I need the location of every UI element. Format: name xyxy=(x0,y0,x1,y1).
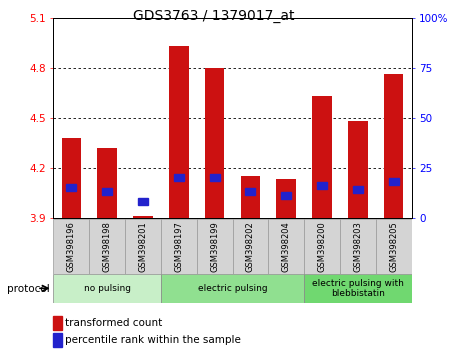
Bar xyxy=(389,178,399,185)
Text: GSM398204: GSM398204 xyxy=(282,221,291,272)
Bar xyxy=(161,219,197,274)
Text: electric pulsing with
blebbistatin: electric pulsing with blebbistatin xyxy=(312,279,404,298)
Bar xyxy=(276,179,296,218)
Bar xyxy=(138,198,148,205)
Bar xyxy=(174,174,184,182)
Bar xyxy=(53,274,161,303)
Text: GSM398198: GSM398198 xyxy=(103,221,112,272)
Text: GSM398199: GSM398199 xyxy=(210,221,219,272)
Text: GSM398202: GSM398202 xyxy=(246,221,255,272)
Bar xyxy=(125,219,161,274)
Text: GSM398203: GSM398203 xyxy=(353,221,362,272)
Bar xyxy=(197,219,232,274)
Bar xyxy=(161,274,304,303)
Bar xyxy=(240,176,260,218)
Text: GSM398201: GSM398201 xyxy=(139,221,147,272)
Text: percentile rank within the sample: percentile rank within the sample xyxy=(65,335,241,345)
Bar xyxy=(169,46,189,218)
Text: electric pulsing: electric pulsing xyxy=(198,284,267,293)
Bar xyxy=(353,186,363,193)
Text: transformed count: transformed count xyxy=(65,318,162,328)
Bar xyxy=(312,96,332,218)
Bar xyxy=(53,219,89,274)
Bar xyxy=(268,219,304,274)
Bar xyxy=(232,219,268,274)
Text: GDS3763 / 1379017_at: GDS3763 / 1379017_at xyxy=(133,9,295,23)
Text: protocol: protocol xyxy=(7,284,50,294)
Bar xyxy=(102,188,112,195)
Bar xyxy=(348,121,368,218)
Text: GSM398197: GSM398197 xyxy=(174,221,183,272)
Bar xyxy=(304,219,340,274)
Bar xyxy=(317,182,327,189)
Bar xyxy=(246,188,255,195)
Bar xyxy=(340,219,376,274)
Bar xyxy=(304,274,412,303)
Bar xyxy=(384,74,404,218)
Bar xyxy=(281,192,291,199)
Bar xyxy=(210,174,219,182)
Bar xyxy=(205,68,225,218)
Bar xyxy=(61,138,81,218)
Text: GSM398205: GSM398205 xyxy=(389,221,398,272)
Bar xyxy=(66,184,76,192)
Bar xyxy=(97,148,117,218)
Bar xyxy=(376,219,412,274)
Text: GSM398200: GSM398200 xyxy=(318,221,326,272)
Bar xyxy=(89,219,125,274)
Bar xyxy=(133,216,153,218)
Text: GSM398196: GSM398196 xyxy=(67,221,76,272)
Text: no pulsing: no pulsing xyxy=(84,284,131,293)
